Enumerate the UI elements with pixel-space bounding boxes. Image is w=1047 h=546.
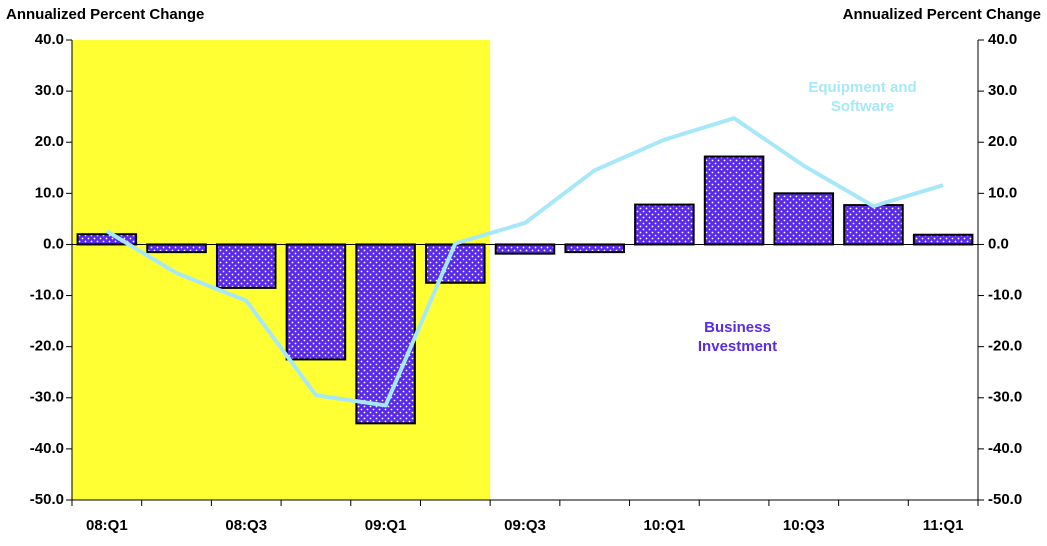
- x-tick-label: 08:Q3: [225, 517, 267, 534]
- y2-tick-label: -50.0: [988, 491, 1022, 508]
- bar: [843, 204, 904, 246]
- y-tick-label: -30.0: [30, 389, 64, 406]
- line: [105, 116, 944, 408]
- y2-tick-label: -20.0: [988, 338, 1022, 355]
- bar: [564, 243, 625, 254]
- y-tick-label: 40.0: [35, 31, 64, 48]
- bar: [703, 155, 765, 246]
- bar: [634, 203, 695, 246]
- bar: [494, 243, 556, 255]
- y-tick-label: 0.0: [43, 235, 64, 252]
- bar: [76, 233, 138, 246]
- line-annotation: Equipment and Software: [808, 79, 917, 115]
- bar: [773, 192, 835, 246]
- y2-tick-label: 30.0: [988, 82, 1017, 99]
- y-tick-label: 20.0: [35, 133, 64, 150]
- y-tick-label: -20.0: [30, 338, 64, 355]
- bar: [425, 243, 486, 284]
- y2-tick-label: -40.0: [988, 440, 1022, 457]
- y2-axis-title: Annualized Percent Change: [843, 6, 1041, 23]
- bar-annotation: Business Investment: [697, 319, 778, 355]
- bar: [285, 243, 347, 361]
- x-tick-label: 10:Q3: [783, 517, 825, 534]
- x-tick-label: 10:Q1: [644, 517, 686, 534]
- recession-shade: [72, 40, 491, 500]
- y-tick-label: -50.0: [30, 491, 64, 508]
- x-tick-label: 09:Q3: [504, 517, 546, 534]
- y-tick-label: 30.0: [35, 82, 64, 99]
- y2-tick-label: -30.0: [988, 389, 1022, 406]
- bar: [146, 243, 207, 254]
- bar: [215, 243, 277, 289]
- y2-tick-label: 20.0: [988, 133, 1017, 150]
- y-tick-label: 10.0: [35, 184, 64, 201]
- y-tick-label: -40.0: [30, 440, 64, 457]
- y2-tick-label: -10.0: [988, 287, 1022, 304]
- bar: [912, 233, 974, 246]
- x-tick-label: 08:Q1: [86, 517, 128, 534]
- y-axis-title: Annualized Percent Change: [6, 6, 204, 23]
- y2-tick-label: 0.0: [988, 235, 1009, 252]
- y2-tick-label: 10.0: [988, 184, 1017, 201]
- bar: [355, 243, 416, 425]
- y2-tick-label: 40.0: [988, 31, 1017, 48]
- x-tick-label: 09:Q1: [365, 517, 407, 534]
- y-tick-label: -10.0: [30, 287, 64, 304]
- x-tick-label: 11:Q1: [923, 517, 964, 534]
